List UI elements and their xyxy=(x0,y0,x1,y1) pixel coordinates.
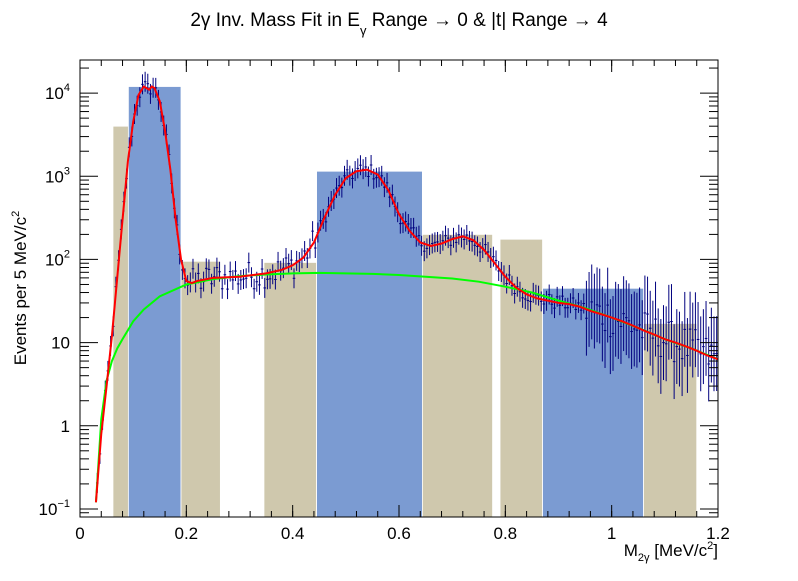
sideband-region-bar-8 xyxy=(643,323,698,518)
total-fit-line xyxy=(94,85,719,503)
y-tick-label: 104 xyxy=(45,82,70,103)
x-axis-label: M2γ [MeV/c2] xyxy=(624,540,718,564)
y-tick-label: 102 xyxy=(45,248,70,269)
fit-curves xyxy=(94,85,719,503)
title-rest: Range → 0 & |t| Range → 4 xyxy=(366,10,608,31)
x-label-close: ] xyxy=(713,541,718,560)
title-subscript: γ xyxy=(360,23,367,38)
x-tick-label: 0.6 xyxy=(387,524,411,543)
y-tick-label: 1 xyxy=(61,417,70,436)
signal-region-bar-7 xyxy=(542,287,644,518)
y-tick-label: 10−1 xyxy=(39,498,70,519)
x-label-sub: 2γ xyxy=(638,552,650,564)
sideband-region-bar-2 xyxy=(180,260,221,518)
x-label-sup: 2 xyxy=(707,540,713,552)
y-tick-label: 103 xyxy=(45,165,70,186)
x-tick-label: 1.2 xyxy=(706,524,730,543)
x-tick-label: 0.8 xyxy=(494,524,518,543)
signal-region-bar-4 xyxy=(316,170,423,518)
y-tick-label: 10 xyxy=(51,334,70,353)
chart-title: 2γ Inv. Mass Fit in Eγ Range → 0 & |t| R… xyxy=(190,10,608,38)
y-axis-label: Events per 5 MeV/c2 xyxy=(10,211,30,365)
x-tick-label: 0 xyxy=(75,524,84,543)
x-label-unit: [MeV/c xyxy=(650,541,708,560)
x-label-main: M xyxy=(624,541,638,560)
sideband-region-bar-3 xyxy=(263,262,317,518)
axes: 0 0.2 0.4 0.6 0.8 1 1.2 10−1 1 10 102 103 104 xyxy=(39,60,730,543)
title-main: 2γ Inv. Mass Fit in E xyxy=(190,10,360,31)
x-tick-label: 1 xyxy=(607,524,616,543)
x-tick-label: 0.4 xyxy=(281,524,305,543)
y-label-sup: 2 xyxy=(10,211,22,217)
x-tick-label: 0.2 xyxy=(175,524,199,543)
bar-regions xyxy=(112,86,698,518)
y-label-text: Events per 5 MeV/c xyxy=(11,216,30,365)
